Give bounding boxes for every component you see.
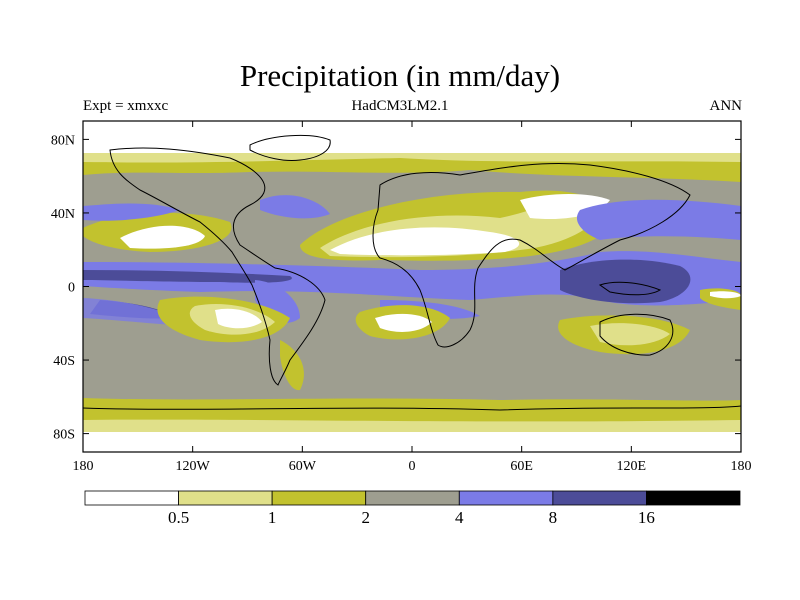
lon-tick-label: 120W — [176, 459, 211, 474]
lat-tick-label: 40N — [51, 207, 75, 222]
colorbar-label: 8 — [549, 508, 558, 527]
lat-tick-label: 40S — [53, 354, 75, 369]
lat-tick-label: 0 — [68, 281, 75, 296]
colorbar-swatch — [646, 490, 741, 506]
colorbar-swatch — [271, 490, 367, 506]
lat-tick-label: 80S — [53, 428, 75, 443]
lon-tick-label: 0 — [409, 459, 416, 474]
colorbar-swatch — [458, 490, 554, 506]
coastlines — [83, 134, 741, 411]
precipitation-field — [83, 121, 741, 452]
colorbar-swatch — [552, 490, 647, 506]
latitude-axis: 80N 40N 0 40S 80S — [51, 133, 741, 443]
colorbar-label: 0.5 — [168, 508, 189, 527]
colorbar-swatch — [365, 490, 460, 506]
experiment-label: Expt = xmxxc — [83, 98, 169, 114]
colorbar: 0.5 1 2 4 8 16 — [84, 490, 741, 527]
colorbar-swatch — [84, 490, 179, 506]
lon-tick-label: 60W — [289, 459, 317, 474]
colorbar-label: 2 — [361, 508, 370, 527]
lon-tick-label: 180 — [73, 459, 94, 474]
lon-tick-label: 180 — [731, 459, 752, 474]
colorbar-swatch — [178, 490, 273, 506]
model-label: HadCM3LM2.1 — [351, 98, 449, 114]
colorbar-label: 16 — [638, 508, 655, 527]
lon-tick-label: 120E — [617, 459, 647, 474]
season-label: ANN — [709, 98, 743, 114]
lon-tick-label: 60E — [510, 459, 533, 474]
colorbar-label: 4 — [455, 508, 464, 527]
colorbar-label: 1 — [268, 508, 277, 527]
longitude-axis: 180 120W 60W 0 60E 120E 180 — [73, 121, 752, 474]
lat-tick-label: 80N — [51, 133, 75, 148]
map-title: Precipitation (in mm/day) — [239, 58, 561, 93]
